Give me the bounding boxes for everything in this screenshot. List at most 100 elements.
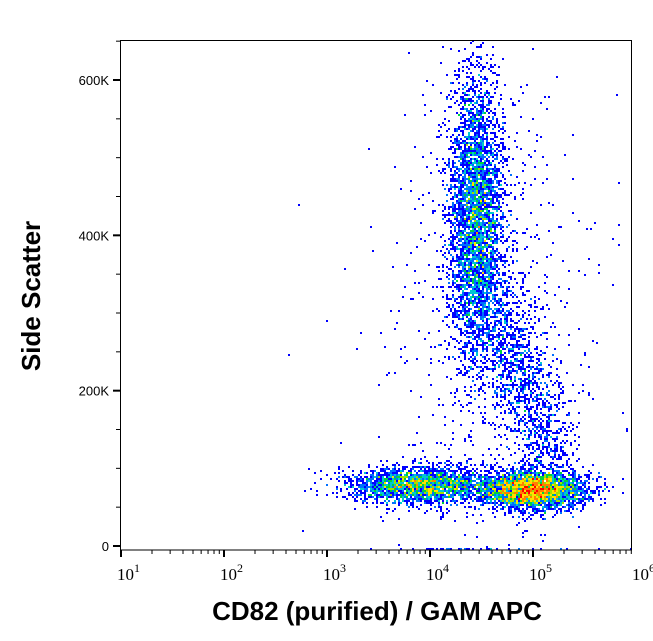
event-dot [378, 472, 380, 474]
event-dot [474, 498, 476, 500]
event-dot [422, 204, 424, 206]
event-dot [458, 226, 460, 228]
event-dot [468, 152, 470, 154]
event-dot [454, 70, 456, 72]
event-dot [468, 376, 470, 378]
event-dot [488, 306, 490, 308]
event-dot [536, 512, 538, 514]
event-dot [544, 352, 546, 354]
event-dot [412, 492, 414, 494]
event-dot [474, 300, 476, 302]
event-dot [496, 206, 498, 208]
event-dot [530, 432, 532, 434]
event-dot [480, 234, 482, 236]
event-dot [486, 170, 488, 172]
event-dot [482, 164, 484, 166]
event-dot [428, 234, 430, 236]
event-dot [550, 326, 552, 328]
event-dot [450, 178, 452, 180]
event-dot [474, 120, 476, 122]
event-dot [568, 414, 570, 416]
event-dot [466, 150, 468, 152]
event-dot [356, 484, 358, 486]
event-dot [380, 468, 382, 470]
event-dot [414, 460, 416, 462]
event-dot [468, 110, 470, 112]
event-dot [536, 386, 538, 388]
event-dot [566, 498, 568, 500]
event-dot [486, 80, 488, 82]
event-dot [470, 232, 472, 234]
event-dot [482, 176, 484, 178]
event-dot [480, 150, 482, 152]
event-dot [464, 242, 466, 244]
event-dot [452, 260, 454, 262]
event-dot [458, 142, 460, 144]
event-dot [510, 512, 512, 514]
event-dot [504, 500, 506, 502]
event-dot [460, 222, 462, 224]
event-dot [502, 376, 504, 378]
event-dot [584, 474, 586, 476]
event-dot [470, 100, 472, 102]
event-dot [494, 264, 496, 266]
event-dot [372, 490, 374, 492]
event-dot [526, 394, 528, 396]
event-dot [456, 196, 458, 198]
event-dot [488, 502, 490, 504]
event-dot [494, 322, 496, 324]
event-dot [454, 74, 456, 76]
event-dot [396, 462, 398, 464]
event-dot [494, 268, 496, 270]
event-dot [502, 308, 504, 310]
event-dot [458, 240, 460, 242]
event-dot [492, 226, 494, 228]
event-dot [518, 488, 520, 490]
event-dot [560, 456, 562, 458]
event-dot [456, 194, 458, 196]
event-dot [490, 480, 492, 482]
event-dot [494, 174, 496, 176]
event-dot [530, 266, 532, 268]
event-dot [518, 344, 520, 346]
event-dot [450, 240, 452, 242]
event-dot [500, 322, 502, 324]
event-dot [468, 366, 470, 368]
event-dot [450, 298, 452, 300]
event-dot [532, 382, 534, 384]
event-dot [468, 484, 470, 486]
event-dot [390, 486, 392, 488]
event-dot [442, 254, 444, 256]
event-dot [484, 202, 486, 204]
event-dot [464, 440, 466, 442]
event-dot [504, 340, 506, 342]
event-dot [578, 422, 580, 424]
event-dot [538, 430, 540, 432]
event-dot [496, 488, 498, 490]
event-dot [522, 314, 524, 316]
event-dot [510, 502, 512, 504]
event-dot [530, 332, 532, 334]
event-dot [396, 322, 398, 324]
event-dot [456, 482, 458, 484]
event-dot [432, 212, 434, 214]
event-dot [468, 506, 470, 508]
event-dot [524, 398, 526, 400]
event-dot [530, 306, 532, 308]
event-dot [546, 392, 548, 394]
event-dot [470, 248, 472, 250]
event-dot [480, 284, 482, 286]
event-dot [482, 178, 484, 180]
event-dot [474, 66, 476, 68]
event-dot [520, 378, 522, 380]
event-dot [528, 386, 530, 388]
event-dot [500, 300, 502, 302]
event-dot [494, 354, 496, 356]
event-dot [572, 516, 574, 518]
event-dot [494, 192, 496, 194]
event-dot [298, 204, 300, 206]
event-dot [380, 492, 382, 494]
event-dot [478, 284, 480, 286]
event-dot [468, 128, 470, 130]
event-dot [524, 380, 526, 382]
